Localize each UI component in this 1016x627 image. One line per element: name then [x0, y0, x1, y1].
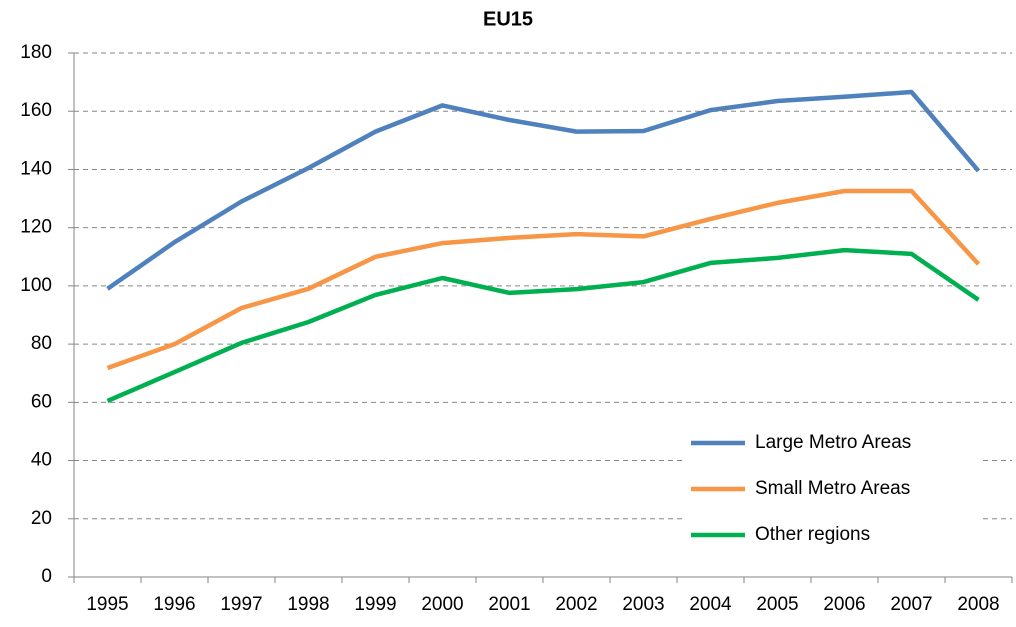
x-tick-label: 2003 — [622, 594, 664, 615]
line-series — [106, 89, 981, 291]
x-tick-label: 2001 — [488, 594, 530, 615]
line-series — [106, 247, 980, 403]
x-tick-label: 1998 — [287, 594, 329, 615]
x-tick-label: 2002 — [555, 594, 597, 615]
x-tick-label: 2005 — [756, 594, 798, 615]
x-tick-label: 1995 — [86, 594, 128, 615]
y-tick-label: 60 — [31, 391, 52, 412]
legend-box — [683, 425, 983, 569]
legend-label: Small Metro Areas — [755, 478, 910, 499]
x-tick-label: 1999 — [354, 594, 396, 615]
x-tick-label: 1997 — [220, 594, 262, 615]
x-tick-label: 1996 — [153, 594, 195, 615]
y-tick-label: 80 — [31, 333, 52, 354]
x-tick-label: 2004 — [689, 594, 732, 615]
y-tick-label: 20 — [31, 508, 52, 529]
y-tick-label: 0 — [41, 566, 52, 587]
y-tick-label: 100 — [20, 275, 52, 296]
y-tick-label: 40 — [31, 450, 52, 471]
legend-label: Other regions — [755, 524, 870, 545]
y-tick-label: 120 — [20, 217, 52, 238]
line-series — [106, 188, 981, 371]
x-tick-label: 2008 — [957, 594, 999, 615]
y-tick-label: 140 — [20, 158, 52, 179]
x-tick-label: 2000 — [421, 594, 463, 615]
chart-title: EU15 — [483, 8, 533, 30]
legend-label: Large Metro Areas — [755, 432, 911, 453]
y-tick-label: 180 — [20, 42, 52, 63]
x-tick-label: 2006 — [823, 594, 865, 615]
y-tick-label: 160 — [20, 100, 52, 121]
x-tick-label: 2007 — [890, 594, 932, 615]
